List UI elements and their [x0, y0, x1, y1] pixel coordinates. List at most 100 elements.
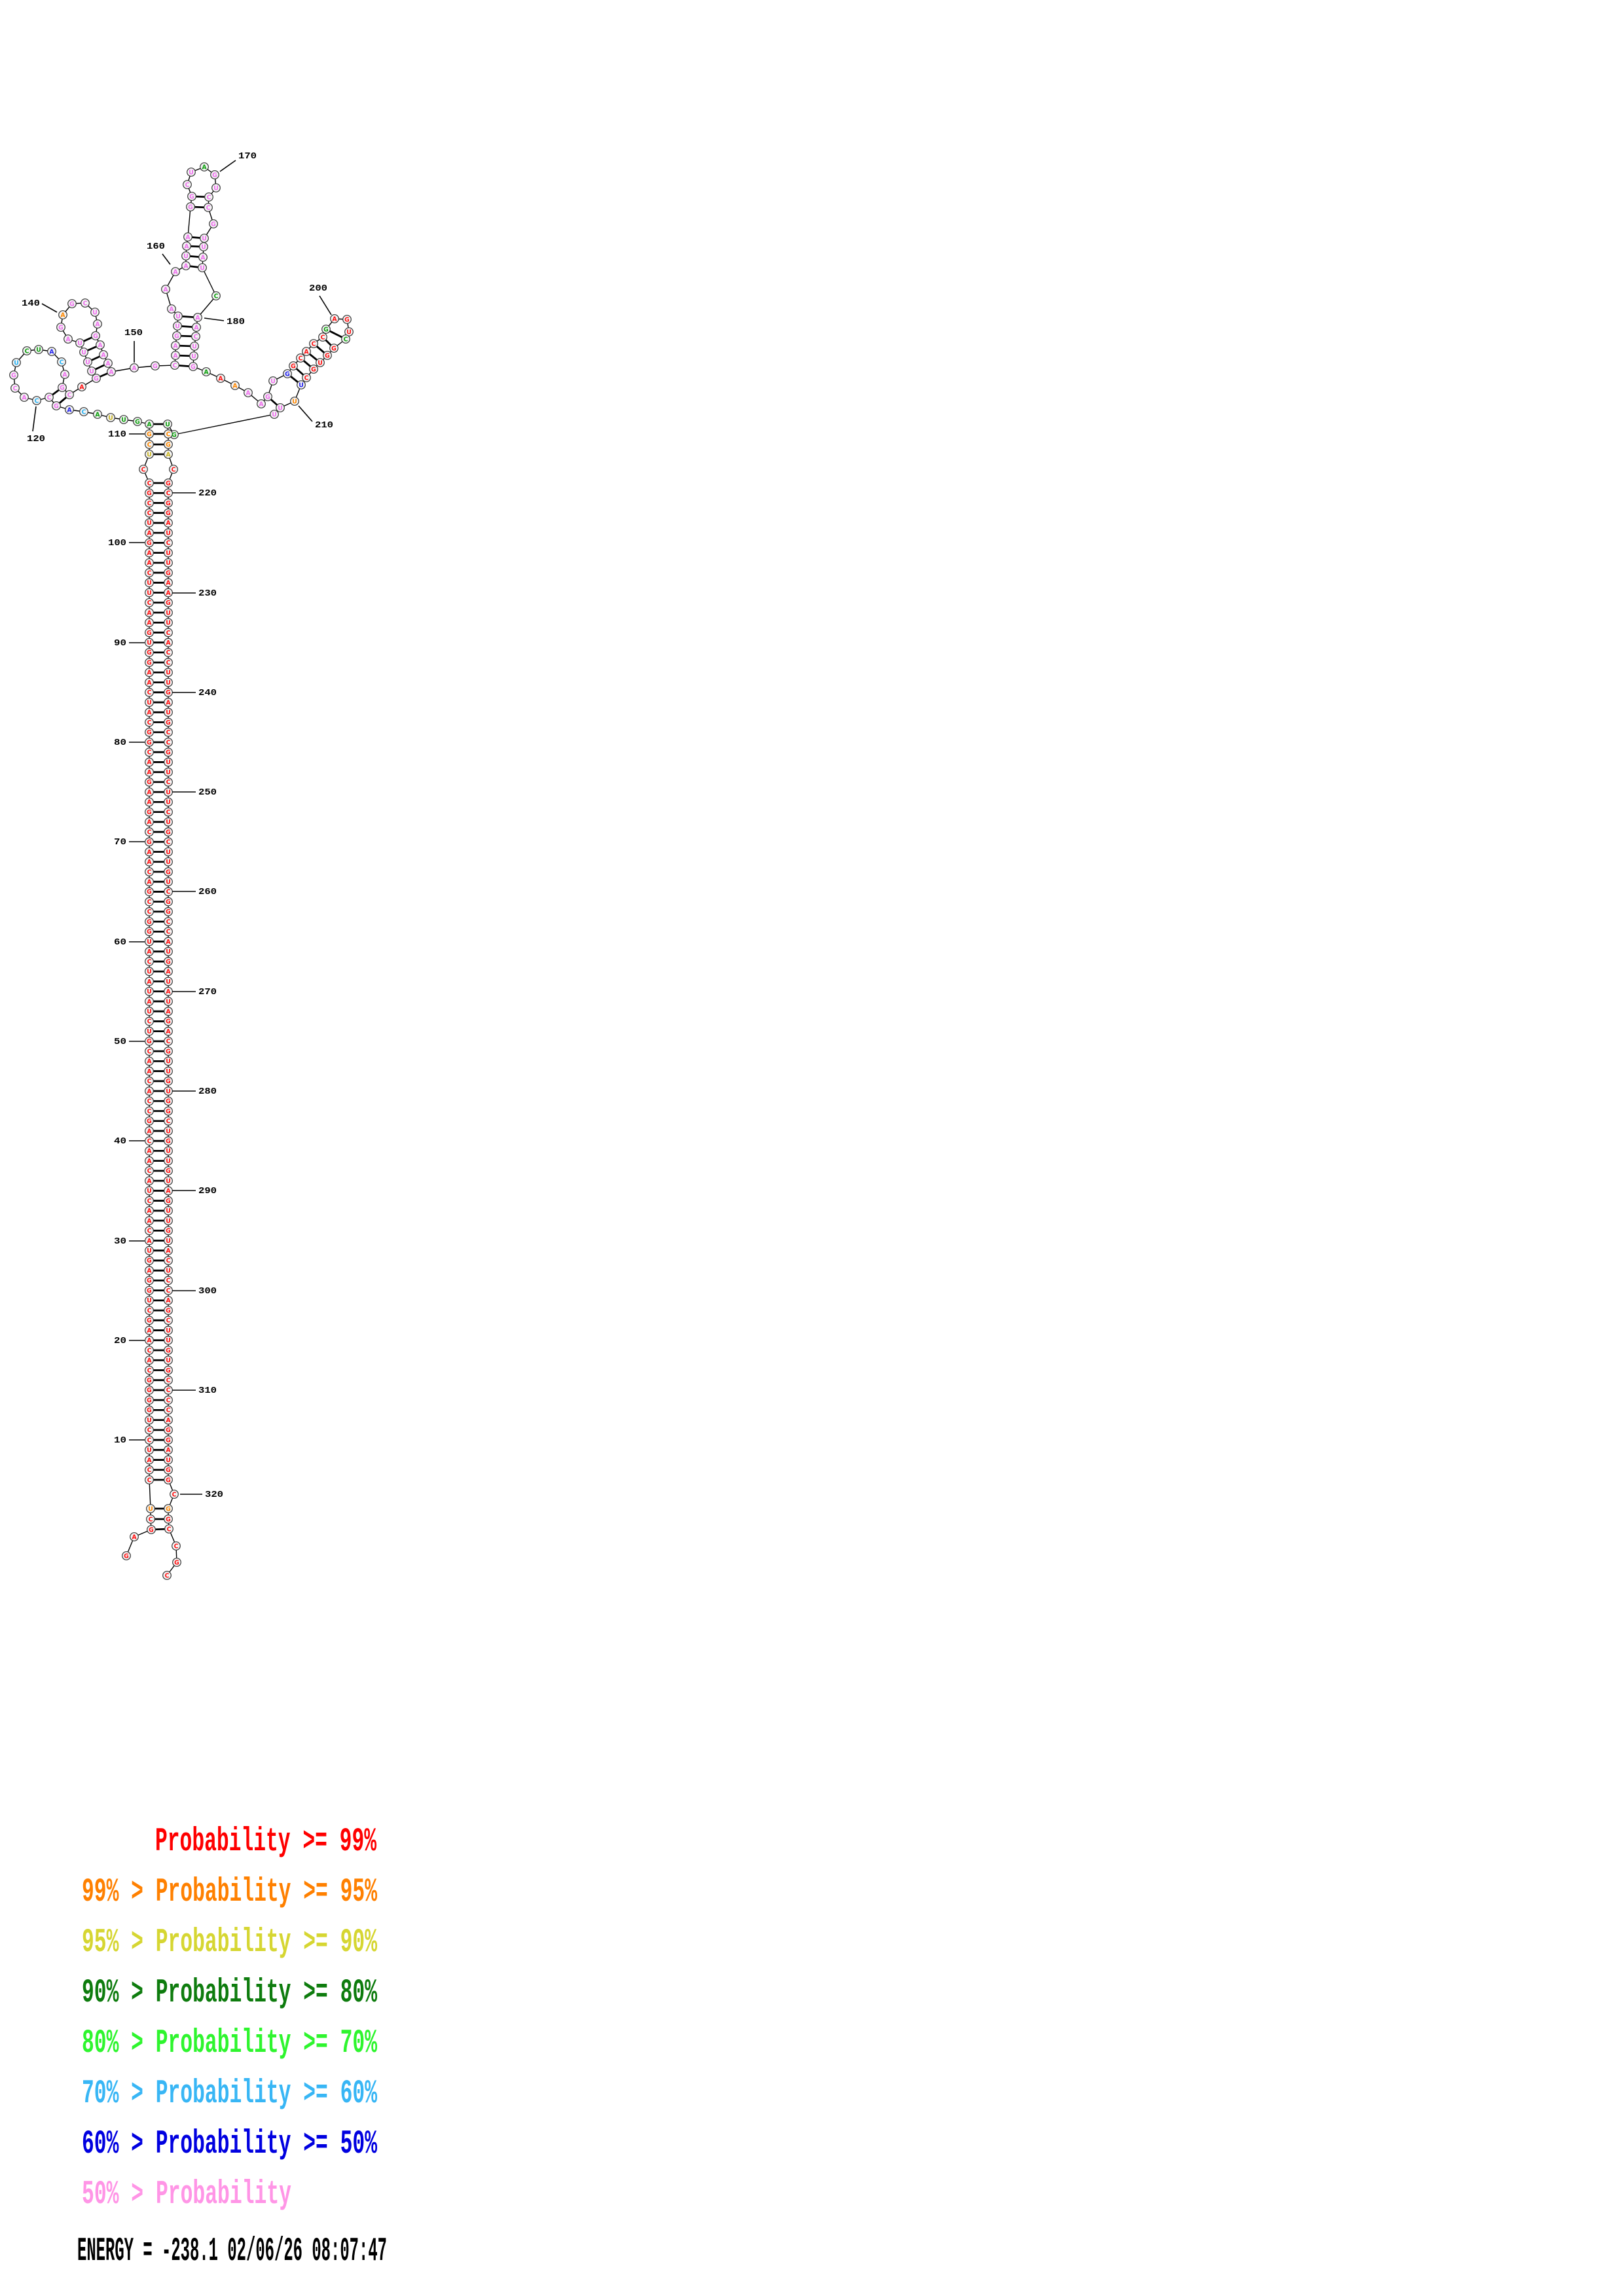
nucleotide-324	[172, 1541, 181, 1551]
position-label-60: 60	[114, 938, 126, 948]
nucleotide-letter-280: U	[166, 1088, 171, 1095]
nucleotide-173	[204, 203, 213, 212]
nucleotide-letter-4: C	[149, 1516, 153, 1523]
nucleotide-letter-268: A	[166, 969, 171, 976]
nucleotide-letter-284: U	[166, 1128, 171, 1135]
nucleotide-letter-17: C	[147, 1367, 152, 1374]
nucleotide-42	[145, 1116, 154, 1126]
nucleotide-11	[145, 1425, 154, 1435]
nucleotide-236	[164, 648, 173, 657]
nucleotide-137	[75, 338, 84, 348]
nucleotide-28	[145, 1256, 154, 1265]
nucleotide-letter-244: C	[166, 729, 171, 736]
nucleotide-letter-142: C	[83, 300, 88, 307]
nucleotide-letter-106: C	[147, 480, 152, 487]
nucleotide-268	[164, 967, 173, 977]
nucleotide-285	[164, 1136, 173, 1146]
nucleotide-letter-308: G	[166, 1367, 171, 1374]
nucleotide-284	[164, 1126, 173, 1136]
nucleotide-306	[164, 1346, 173, 1355]
nucleotide-89	[145, 648, 154, 657]
nucleotide-192	[268, 376, 278, 386]
nucleotide-letter-279: G	[166, 1078, 171, 1085]
nucleotide-letter-54: A	[147, 998, 152, 1005]
position-label-160: 160	[147, 242, 165, 252]
nucleotide-269	[164, 977, 173, 986]
nucleotide-94	[145, 598, 154, 607]
nucleotide-letter-110: G	[147, 431, 152, 438]
nucleotide-255	[164, 837, 173, 847]
nucleotide-252	[164, 807, 173, 817]
nucleotide-letter-44: C	[147, 1098, 152, 1105]
nucleotide-letter-55: U	[147, 988, 152, 996]
nucleotide-232	[164, 608, 173, 617]
nucleotide-84	[145, 698, 154, 707]
nucleotide-letter-321: G	[166, 1505, 171, 1513]
nucleotide-letter-267: G	[166, 958, 171, 965]
nucleotide-286	[164, 1146, 173, 1156]
nucleotide-letter-168: U	[189, 169, 194, 176]
nucleotide-letter-176: U	[201, 243, 206, 251]
nucleotide-14	[145, 1395, 154, 1405]
nucleotide-190	[257, 399, 266, 408]
nucleotide-185	[189, 362, 198, 371]
nucleotide-159	[161, 285, 170, 294]
nucleotide-195	[296, 353, 305, 363]
nucleotide-246	[164, 747, 173, 757]
nucleotide-letter-114: U	[108, 414, 113, 422]
nucleotide-34	[145, 1196, 154, 1206]
nucleotide-letter-37: C	[147, 1168, 152, 1175]
nucleotide-54	[145, 997, 154, 1006]
position-label-40: 40	[114, 1137, 126, 1147]
nucleotide-letter-90: U	[147, 639, 152, 647]
nucleotide-letter-217: A	[166, 451, 171, 458]
nucleotide-247	[164, 757, 173, 767]
nucleotide-letter-125: C	[25, 348, 29, 355]
nucleotide-letter-92: A	[147, 620, 152, 627]
nucleotide-114	[106, 413, 115, 422]
nucleotide-167	[183, 180, 192, 189]
nucleotide-25	[145, 1285, 154, 1295]
nucleotide-174	[209, 219, 218, 228]
nucleotide-letter-156: U	[175, 323, 180, 330]
nucleotide-letter-259: U	[166, 879, 171, 886]
nucleotide-52	[145, 1016, 154, 1026]
nucleotide-letter-195: C	[299, 355, 303, 362]
nucleotide-122	[10, 384, 20, 393]
nucleotide-287	[164, 1156, 173, 1166]
nucleotide-letter-242: U	[166, 709, 171, 717]
nucleotide-letter-296: A	[166, 1247, 171, 1255]
nucleotide-letter-325: G	[174, 1559, 179, 1566]
nucleotide-letter-235: A	[166, 639, 171, 647]
nucleotide-letter-213: G	[172, 431, 177, 439]
nucleotide-letter-229: A	[166, 580, 171, 587]
nucleotide-letter-139: G	[58, 324, 64, 331]
nucleotide-191	[263, 392, 272, 401]
position-label-230: 230	[198, 589, 217, 599]
nucleotide-165	[186, 202, 195, 211]
nucleotide-letter-91: G	[147, 630, 152, 637]
nucleotide-letter-266: U	[166, 948, 171, 956]
nucleotide-letter-89: G	[147, 649, 152, 656]
nucleotide-letter-109: C	[147, 441, 152, 448]
nucleotide-letter-220: C	[166, 490, 171, 497]
nucleotide-letter-201: G	[344, 316, 350, 323]
nucleotide-letter-322: G	[166, 1516, 171, 1523]
nucleotide-letter-52: C	[147, 1018, 152, 1026]
nucleotide-letter-277: U	[166, 1058, 171, 1066]
nucleotide-1	[122, 1551, 131, 1560]
nucleotide-letter-214: U	[165, 421, 170, 428]
nucleotide-letter-57: U	[147, 969, 152, 976]
nucleotide-126	[34, 345, 43, 354]
nucleotide-41	[145, 1126, 154, 1136]
nucleotide-letter-187: A	[218, 375, 223, 382]
nucleotide-letter-26: G	[147, 1278, 152, 1285]
nucleotide-letter-14: G	[147, 1397, 152, 1404]
position-label-210: 210	[315, 421, 333, 431]
nucleotide-199	[321, 325, 331, 334]
nucleotide-letter-218: C	[172, 466, 176, 473]
nucleotide-101	[145, 528, 154, 538]
nucleotide-letter-245: C	[166, 739, 171, 746]
nucleotide-circles	[9, 162, 354, 1580]
nucleotide-letter-171: U	[213, 185, 219, 192]
